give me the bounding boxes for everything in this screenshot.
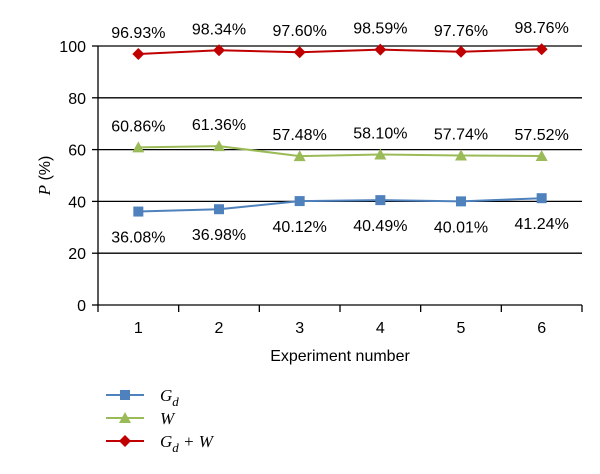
legend-label-gd-w: Gd + W — [160, 432, 215, 455]
data-label-gd: 40.49% — [353, 218, 407, 235]
data-label-gd: 41.24% — [515, 216, 569, 233]
data-point-w — [374, 148, 387, 160]
x-axis-title: Experiment number — [270, 348, 410, 365]
y-tick-label: 100 — [59, 39, 86, 56]
data-label-gd-w: 96.93% — [111, 25, 165, 42]
legend-label-subscript: d — [172, 394, 179, 409]
data-point-gd — [294, 196, 305, 207]
data-point-gd-w — [132, 47, 145, 60]
legend-label-gd: Gd — [160, 386, 179, 409]
data-point-gd-w — [374, 43, 387, 56]
data-label-w: 57.48% — [273, 127, 327, 144]
x-tick-label: 1 — [134, 320, 143, 337]
series-line-gd — [138, 197, 542, 213]
data-point-w — [455, 149, 467, 161]
gridlines — [98, 45, 582, 254]
data-labels: 36.08% 36.98% 40.12% 40.49% 40.01% 41.24% 60.8… — [111, 20, 569, 246]
data-point-gd-w — [293, 46, 306, 59]
data-point-gd — [375, 195, 386, 206]
series-line-w — [138, 145, 542, 158]
data-label-w: 57.52% — [515, 127, 569, 144]
data-point-gd — [456, 196, 466, 207]
x-tick-label: 2 — [215, 320, 224, 337]
data-point-w — [535, 150, 548, 162]
y-axis-title-unit: (%) — [37, 156, 54, 185]
series — [132, 43, 548, 217]
data-point-w — [213, 140, 225, 152]
data-point-gd — [536, 193, 547, 204]
y-axis-title-symbol: P — [35, 185, 54, 196]
y-tick-label: 0 — [77, 298, 86, 315]
x-tick-label: 4 — [376, 320, 385, 337]
data-label-gd: 40.12% — [273, 219, 327, 236]
y-tick-label: 40 — [68, 194, 86, 211]
data-label-gd-w: 97.76% — [434, 23, 488, 40]
y-tick-label: 20 — [68, 246, 86, 263]
legend-marker-gd-w — [119, 435, 131, 447]
y-tick-label: 60 — [68, 143, 86, 160]
data-point-w — [132, 141, 145, 153]
y-axis-title: P (%) — [35, 156, 54, 197]
legend-label-main: G — [160, 386, 172, 405]
data-label-gd: 36.08% — [111, 230, 165, 247]
x-tick-label: 5 — [457, 320, 466, 337]
data-point-w — [293, 150, 306, 162]
data-label-w: 58.10% — [353, 126, 407, 143]
data-label-gd-w: 98.76% — [515, 20, 569, 37]
series-line-gd-w — [138, 48, 542, 55]
legend-label-w: W — [160, 409, 176, 428]
data-label-gd-w: 97.60% — [273, 23, 327, 40]
data-label-w: 61.36% — [192, 117, 246, 134]
data-label-w: 60.86% — [111, 118, 165, 135]
data-label-w: 57.74% — [434, 126, 488, 143]
data-label-gd: 40.01% — [434, 219, 488, 236]
data-label-gd: 36.98% — [192, 227, 246, 244]
legend-label-main: W — [160, 409, 176, 428]
y-tick-label: 80 — [68, 91, 86, 108]
data-label-gd-w: 98.59% — [353, 21, 407, 38]
x-tick-label: 6 — [537, 320, 546, 337]
axes: 0 20 40 60 80 100 1 2 3 4 5 6 — [59, 39, 583, 337]
legend-marker-gd — [120, 390, 130, 400]
legend-label-rest: + W — [179, 432, 215, 451]
data-point-gd-w — [455, 45, 467, 58]
data-point-gd — [133, 206, 144, 217]
x-tick-label: 3 — [295, 320, 304, 337]
legend-label-subscript: d — [172, 440, 179, 455]
data-point-gd — [214, 204, 224, 215]
legend-label-main: G — [160, 432, 172, 451]
data-point-gd-w — [213, 44, 225, 57]
data-point-gd-w — [535, 43, 548, 56]
data-label-gd-w: 98.34% — [192, 21, 246, 38]
legend-marker-w — [119, 412, 131, 423]
